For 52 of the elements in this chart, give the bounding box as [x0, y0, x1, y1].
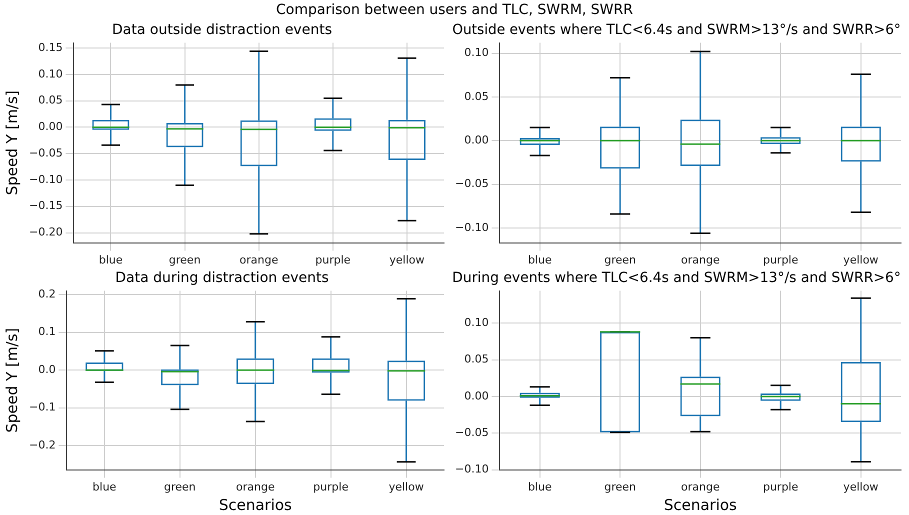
x-tick-label: orange: [239, 253, 278, 266]
y-tick-label: −0.10: [454, 220, 489, 234]
chart-title: Data during distraction events: [115, 270, 329, 286]
x-tick-label: blue: [98, 253, 123, 266]
y-tick-label: 0.05: [38, 94, 63, 107]
x-tick-label: blue: [528, 480, 552, 494]
y-tick-label: 0.2: [38, 287, 56, 300]
y-tick-label: 0.00: [464, 133, 489, 146]
x-axis-title: Scenarios: [218, 496, 292, 514]
y-tick-label: 0.0: [38, 362, 56, 376]
y-tick-label: −0.05: [454, 426, 489, 439]
x-tick-label: yellow: [843, 480, 878, 494]
x-tick-label: blue: [92, 480, 117, 494]
x-tick-label: blue: [528, 253, 552, 266]
x-tick-label: yellow: [843, 253, 878, 266]
x-tick-label: purple: [315, 253, 351, 266]
y-tick-label: −0.2: [28, 438, 56, 452]
text: Comparison between users and TLC, SWRM, SWRR: [275, 2, 634, 18]
x-tick-label: orange: [680, 480, 720, 494]
y-tick-label: 0.05: [464, 352, 489, 366]
y-tick-label: 0.15: [38, 40, 63, 54]
x-tick-label: green: [168, 253, 201, 266]
y-tick-label: −0.15: [28, 199, 63, 212]
y-tick-label: −0.10: [454, 462, 489, 476]
chart-title: During events where TLC<6.4s and SWRM>13°/s and SWRR>6°: [452, 270, 901, 286]
y-tick-label: 0.00: [464, 389, 489, 402]
y-tick-label: 0.10: [464, 46, 489, 60]
y-axis-title: Speed Y [m/s]: [2, 90, 21, 196]
y-tick-label: 0.05: [464, 90, 489, 103]
y-tick-label: −0.10: [28, 172, 63, 186]
y-tick-label: 0.00: [38, 120, 63, 134]
x-tick-label: yellow: [388, 480, 424, 494]
x-tick-label: green: [604, 253, 636, 266]
y-tick-label: −0.05: [454, 177, 489, 190]
x-tick-label: green: [164, 480, 196, 494]
x-tick-label: orange: [236, 480, 275, 494]
y-tick-label: 0.10: [464, 316, 489, 329]
y-tick-label: −0.05: [28, 146, 63, 160]
chart-title: Data outside distraction events: [112, 22, 332, 38]
y-tick-label: −0.1: [28, 400, 56, 414]
x-tick-label: purple: [762, 253, 798, 266]
y-axis-title: Speed Y [m/s]: [2, 328, 21, 433]
y-tick-label: −0.20: [28, 226, 63, 239]
x-tick-label: green: [604, 480, 636, 494]
x-tick-label: purple: [313, 480, 349, 494]
x-tick-label: purple: [762, 480, 798, 494]
x-tick-label: yellow: [389, 253, 425, 266]
chart-title: Outside events where TLC<6.4s and SWRM>13°/s and SWRR>6°: [452, 22, 901, 38]
y-tick-label: 0.10: [38, 67, 63, 80]
x-tick-label: orange: [680, 253, 720, 266]
y-tick-label: 0.1: [38, 325, 56, 338]
x-axis-title: Scenarios: [664, 496, 738, 514]
